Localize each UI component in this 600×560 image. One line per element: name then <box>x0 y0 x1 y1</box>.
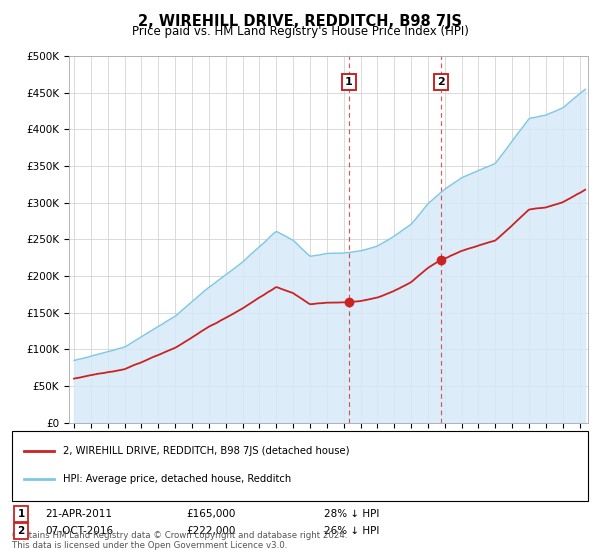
Text: 1: 1 <box>17 509 25 519</box>
Text: 07-OCT-2016: 07-OCT-2016 <box>45 526 113 536</box>
Text: £165,000: £165,000 <box>186 509 235 519</box>
Text: 21-APR-2011: 21-APR-2011 <box>45 509 112 519</box>
Text: 2: 2 <box>437 77 445 87</box>
Text: HPI: Average price, detached house, Redditch: HPI: Average price, detached house, Redd… <box>63 474 291 484</box>
Text: 28% ↓ HPI: 28% ↓ HPI <box>324 509 379 519</box>
Text: 26% ↓ HPI: 26% ↓ HPI <box>324 526 379 536</box>
Text: Price paid vs. HM Land Registry's House Price Index (HPI): Price paid vs. HM Land Registry's House … <box>131 25 469 38</box>
Text: £222,000: £222,000 <box>186 526 235 536</box>
Text: 2, WIREHILL DRIVE, REDDITCH, B98 7JS: 2, WIREHILL DRIVE, REDDITCH, B98 7JS <box>138 14 462 29</box>
Text: Contains HM Land Registry data © Crown copyright and database right 2024.
This d: Contains HM Land Registry data © Crown c… <box>12 530 347 550</box>
Text: 1: 1 <box>345 77 353 87</box>
Text: 2: 2 <box>17 526 25 536</box>
Text: 2, WIREHILL DRIVE, REDDITCH, B98 7JS (detached house): 2, WIREHILL DRIVE, REDDITCH, B98 7JS (de… <box>63 446 349 456</box>
